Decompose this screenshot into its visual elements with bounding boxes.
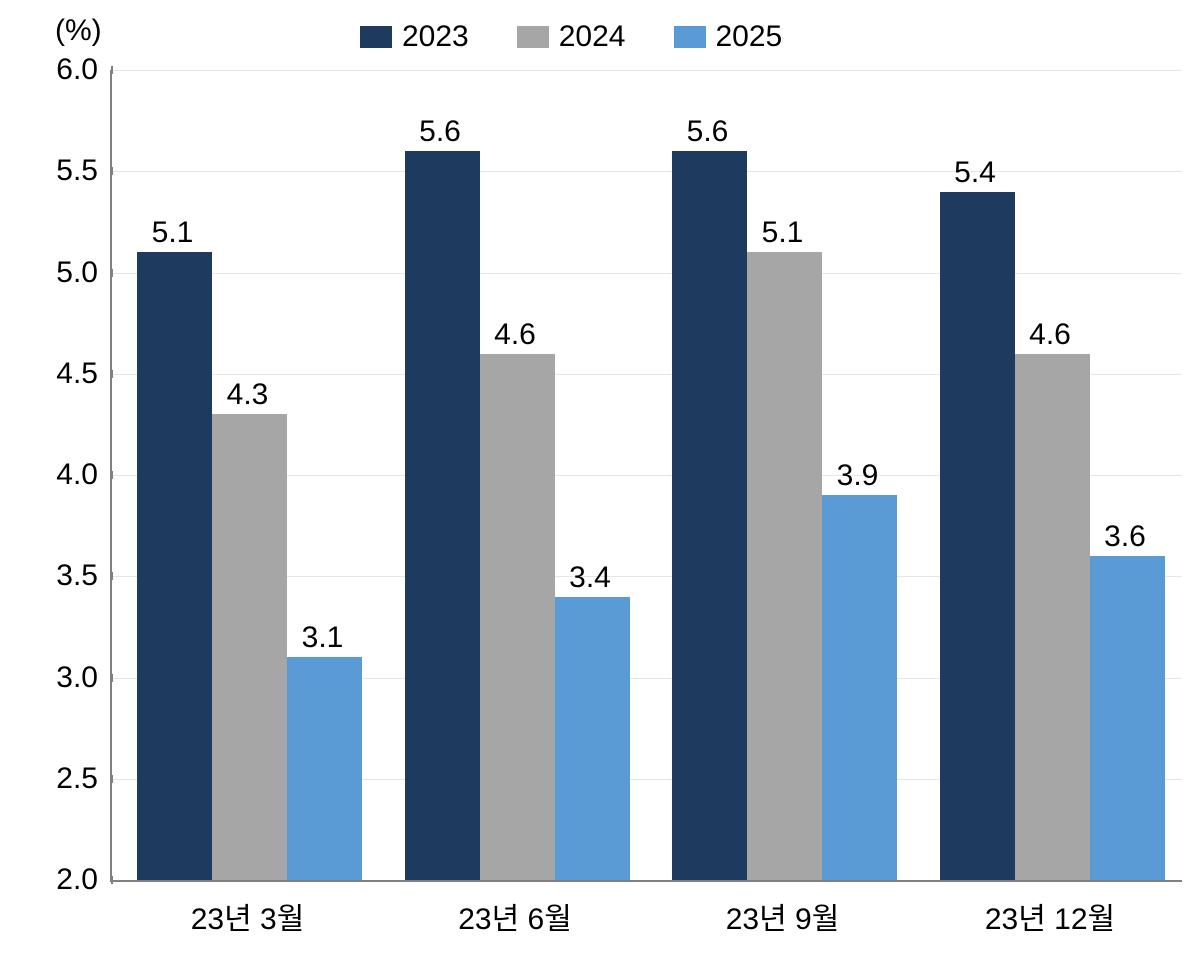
- y-tick-mark: [111, 876, 113, 884]
- bar-value-label: 3.9: [837, 459, 879, 493]
- y-tick-mark: [111, 775, 113, 783]
- x-tick-label: 23년 3월: [191, 894, 305, 938]
- bar: [555, 597, 630, 881]
- bar: [212, 414, 287, 880]
- bar-value-label: 3.4: [569, 561, 611, 595]
- y-tick-label: 5.0: [56, 256, 98, 290]
- x-tick-label: 23년 9월: [726, 894, 840, 938]
- bar: [480, 354, 555, 881]
- bar: [405, 151, 480, 880]
- bar-value-label: 4.3: [227, 378, 269, 412]
- gridline: [112, 70, 1182, 71]
- legend-item: 2023: [360, 20, 469, 54]
- y-tick-label: 6.0: [56, 53, 98, 87]
- bar-value-label: 5.1: [762, 216, 804, 250]
- y-tick-mark: [111, 572, 113, 580]
- y-tick-mark: [111, 66, 113, 74]
- y-tick-mark: [111, 471, 113, 479]
- bar-chart: (%) 2023 2024 2025 2.0 2.5 3.0 3.5 4.0 4.5 5.0 5.…: [0, 0, 1200, 964]
- bar: [747, 252, 822, 880]
- legend-item: 2024: [517, 20, 626, 54]
- legend-swatch: [517, 26, 549, 48]
- legend-swatch: [360, 26, 392, 48]
- bar-value-label: 5.4: [954, 156, 996, 190]
- y-tick-label: 2.5: [56, 762, 98, 796]
- bar: [1090, 556, 1165, 880]
- bar-value-label: 5.1: [152, 216, 194, 250]
- y-tick-label: 4.0: [56, 458, 98, 492]
- y-tick-label: 3.0: [56, 661, 98, 695]
- bar: [940, 192, 1015, 881]
- bar: [822, 495, 897, 880]
- gridline: [112, 273, 1182, 274]
- legend-label: 2023: [402, 20, 469, 54]
- legend-item: 2025: [674, 20, 783, 54]
- plot-area: [110, 70, 1182, 882]
- y-tick-mark: [111, 370, 113, 378]
- y-tick-mark: [111, 674, 113, 682]
- y-tick-label: 4.5: [56, 357, 98, 391]
- y-tick-label: 5.5: [56, 154, 98, 188]
- x-tick-label: 23년 6월: [458, 894, 572, 938]
- bar-value-label: 4.6: [494, 318, 536, 352]
- y-tick-label: 2.0: [56, 863, 98, 897]
- legend: 2023 2024 2025: [360, 20, 830, 54]
- legend-label: 2024: [559, 20, 626, 54]
- bar: [672, 151, 747, 880]
- legend-label: 2025: [716, 20, 783, 54]
- bar: [137, 252, 212, 880]
- gridline: [112, 171, 1182, 172]
- bar-value-label: 4.6: [1029, 318, 1071, 352]
- bar-value-label: 5.6: [419, 115, 461, 149]
- legend-swatch: [674, 26, 706, 48]
- bar: [1015, 354, 1090, 881]
- x-tick-label: 23년 12월: [985, 894, 1115, 938]
- bar-value-label: 3.1: [302, 621, 344, 655]
- y-tick-label: 3.5: [56, 559, 98, 593]
- y-tick-mark: [111, 269, 113, 277]
- bar: [287, 657, 362, 880]
- bar-value-label: 5.6: [687, 115, 729, 149]
- y-axis-unit-label: (%): [55, 14, 102, 48]
- bar-value-label: 3.6: [1104, 520, 1146, 554]
- y-tick-mark: [111, 167, 113, 175]
